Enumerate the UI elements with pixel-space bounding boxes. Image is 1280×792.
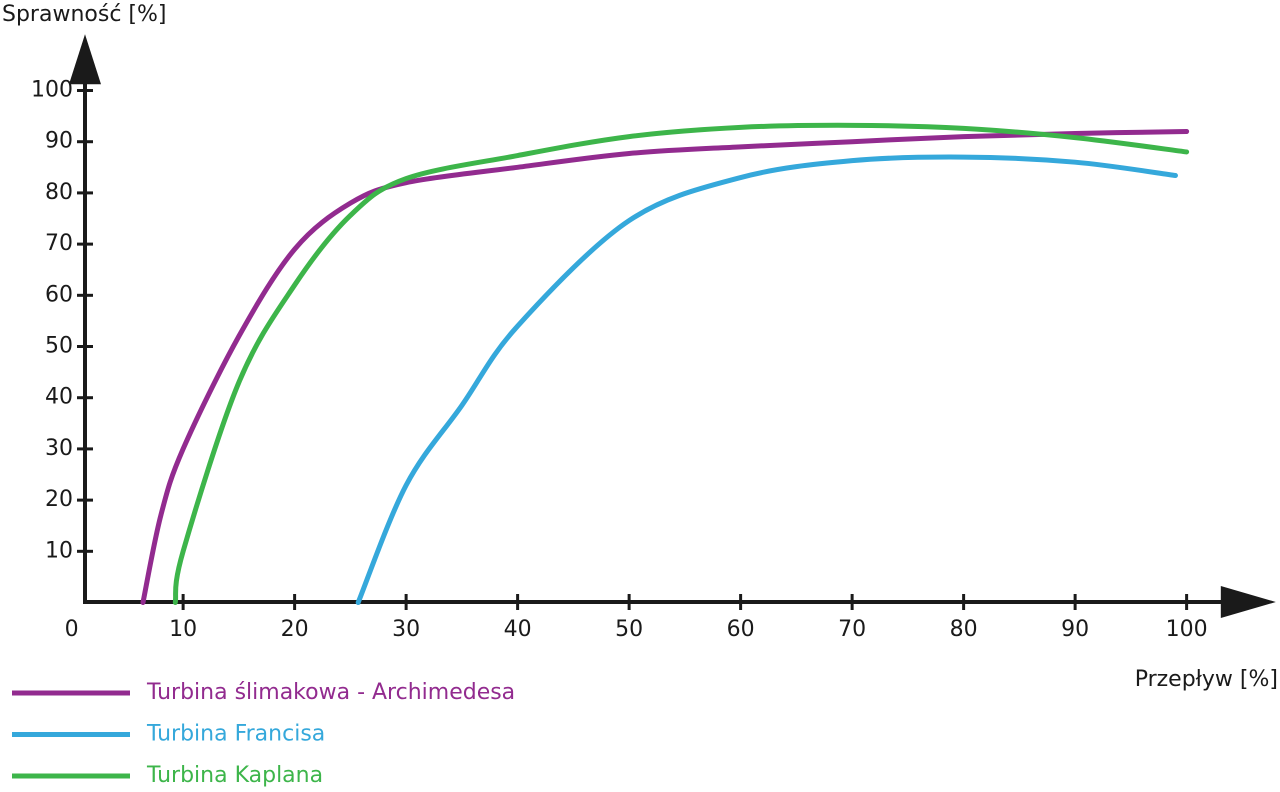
series-line xyxy=(355,154,1178,606)
x-tick-label: 60 xyxy=(727,617,755,642)
legend-label: Turbina ślimakowa - Archimedesa xyxy=(146,680,515,705)
y-tick-label: 50 xyxy=(45,334,73,359)
x-tick-label: 10 xyxy=(169,617,197,642)
x-tick-label: 90 xyxy=(1061,617,1089,642)
y-tick-label: 10 xyxy=(45,538,73,563)
series-line xyxy=(140,128,1190,606)
y-tick-label: 40 xyxy=(45,385,73,410)
x-axis-arrow xyxy=(1220,586,1276,618)
x-axis-label: Przepływ [%] xyxy=(1135,667,1278,692)
x-tick-label: 40 xyxy=(504,617,532,642)
y-tick-label: 100 xyxy=(31,78,73,103)
x-tick-label: 0 xyxy=(65,617,79,642)
y-tick-label: 80 xyxy=(45,180,73,205)
y-tick-label: 20 xyxy=(45,487,73,512)
x-tick-label: 80 xyxy=(950,617,978,642)
y-tick-label: 90 xyxy=(45,129,73,154)
x-tick-label: 30 xyxy=(392,617,420,642)
y-axis-label: Sprawność [%] xyxy=(2,2,166,27)
y-tick-label: 30 xyxy=(45,436,73,461)
legend-label: Turbina Francisa xyxy=(146,722,325,747)
series-line xyxy=(172,122,1190,606)
x-tick-label: 70 xyxy=(838,617,866,642)
x-tick-label: 100 xyxy=(1166,617,1208,642)
x-tick-label: 50 xyxy=(615,617,643,642)
x-tick-label: 20 xyxy=(281,617,309,642)
y-tick-label: 70 xyxy=(45,231,73,256)
legend-label: Turbina Kaplana xyxy=(146,763,323,788)
y-tick-label: 60 xyxy=(45,282,73,307)
y-axis-arrow xyxy=(69,34,101,85)
